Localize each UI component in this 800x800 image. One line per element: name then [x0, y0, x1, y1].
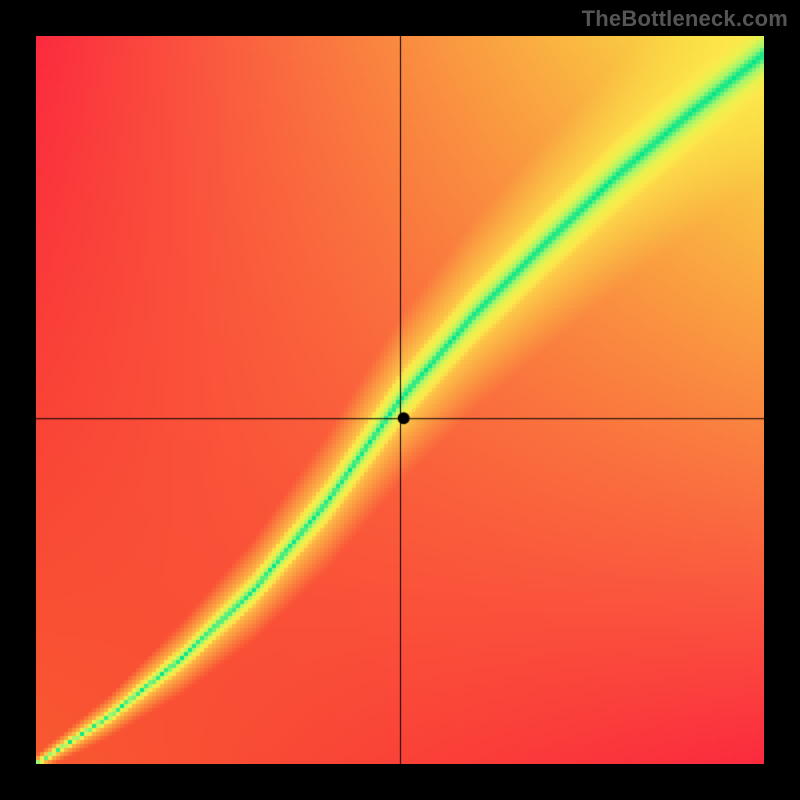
chart-root: TheBottleneck.com	[0, 0, 800, 800]
heatmap-canvas	[36, 36, 764, 764]
watermark-label: TheBottleneck.com	[582, 6, 788, 32]
